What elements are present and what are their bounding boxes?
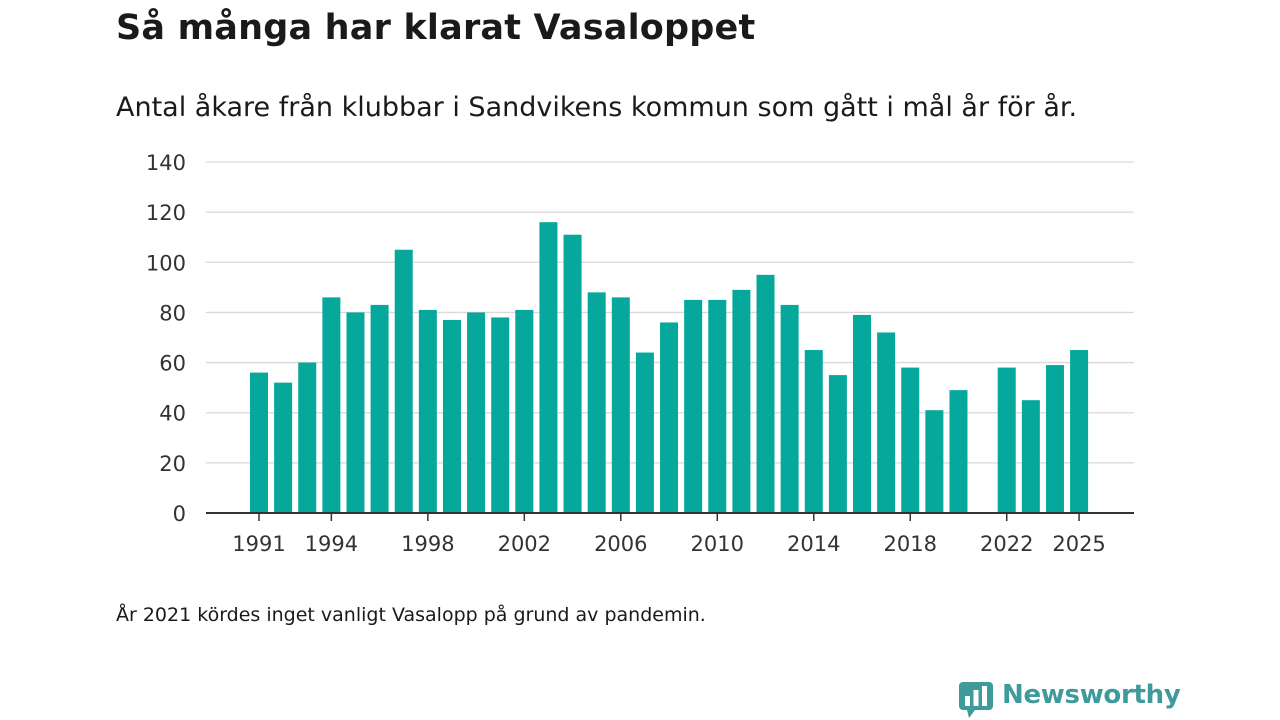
bar-2012 [756,274,775,513]
bar-2005 [587,292,606,513]
chart-subtitle: Antal åkare från klubbar i Sandvikens ko… [116,92,1078,123]
bar-1998 [418,309,437,513]
bar-2013 [780,304,799,513]
y-tick-label-80: 80 [159,301,186,325]
bar-2018 [901,367,920,513]
chart-title: Så många har klarat Vasaloppet [116,8,756,48]
bar-chart: 0 20 40 60 80 100 120 140 1991 1994 1998 2002 2006 2… [146,151,1134,556]
bar-2000 [467,312,486,513]
bars [250,222,1089,513]
x-axis-ticks: 1991 1994 1998 2002 2006 2010 2014 2018 2022 2025 [232,513,1106,556]
y-tick-label-40: 40 [159,402,186,426]
x-tick-label-2006: 2006 [594,532,647,556]
y-tick-label-60: 60 [159,352,186,376]
bar-1995 [346,312,365,513]
bar-2020 [949,390,968,513]
bar-1993 [298,362,317,513]
y-axis-ticks: 0 20 40 60 80 100 120 140 [146,151,186,526]
bar-2015 [828,375,847,513]
bar-2010 [708,299,727,513]
x-tick-label-2025: 2025 [1052,532,1105,556]
bar-2002 [515,309,534,513]
x-tick-label-2002: 2002 [498,532,551,556]
footnote: År 2021 kördes inget vanligt Vasalopp på… [116,604,706,626]
y-tick-label-120: 120 [146,201,186,225]
x-tick-label-1998: 1998 [401,532,454,556]
bar-2004 [563,234,582,513]
bar-2014 [804,350,823,513]
bar-2001 [491,317,510,513]
bar-2007 [635,352,654,513]
bar-1992 [274,382,293,513]
bar-1997 [394,249,413,513]
y-tick-label-100: 100 [146,251,186,275]
x-tick-label-1994: 1994 [305,532,358,556]
x-tick-label-2018: 2018 [884,532,937,556]
bar-2009 [684,299,703,513]
x-tick-label-2014: 2014 [787,532,840,556]
bar-1999 [442,319,461,513]
bar-2011 [732,289,751,513]
brand-name: Newsworthy [1002,680,1181,710]
x-tick-label-1991: 1991 [232,532,285,556]
x-tick-label-2022: 2022 [980,532,1033,556]
brand-logo[interactable]: Newsworthy [958,680,1181,720]
bar-2022 [997,367,1016,513]
y-tick-label-20: 20 [159,452,186,476]
y-tick-label-0: 0 [173,502,186,526]
bar-1996 [370,304,389,513]
bar-2019 [925,410,944,513]
y-tick-label-140: 140 [146,151,186,175]
bar-2003 [539,222,558,513]
bar-2023 [1021,400,1040,513]
newsworthy-chart-icon [959,682,993,718]
bar-2017 [877,332,896,513]
bar-1994 [322,297,341,513]
bar-2008 [660,322,679,513]
bar-2006 [611,297,630,513]
bar-2016 [853,314,871,513]
bar-1991 [250,372,268,513]
x-tick-label-2010: 2010 [691,532,744,556]
bar-2024 [1045,365,1064,513]
bar-2025 [1070,350,1089,513]
